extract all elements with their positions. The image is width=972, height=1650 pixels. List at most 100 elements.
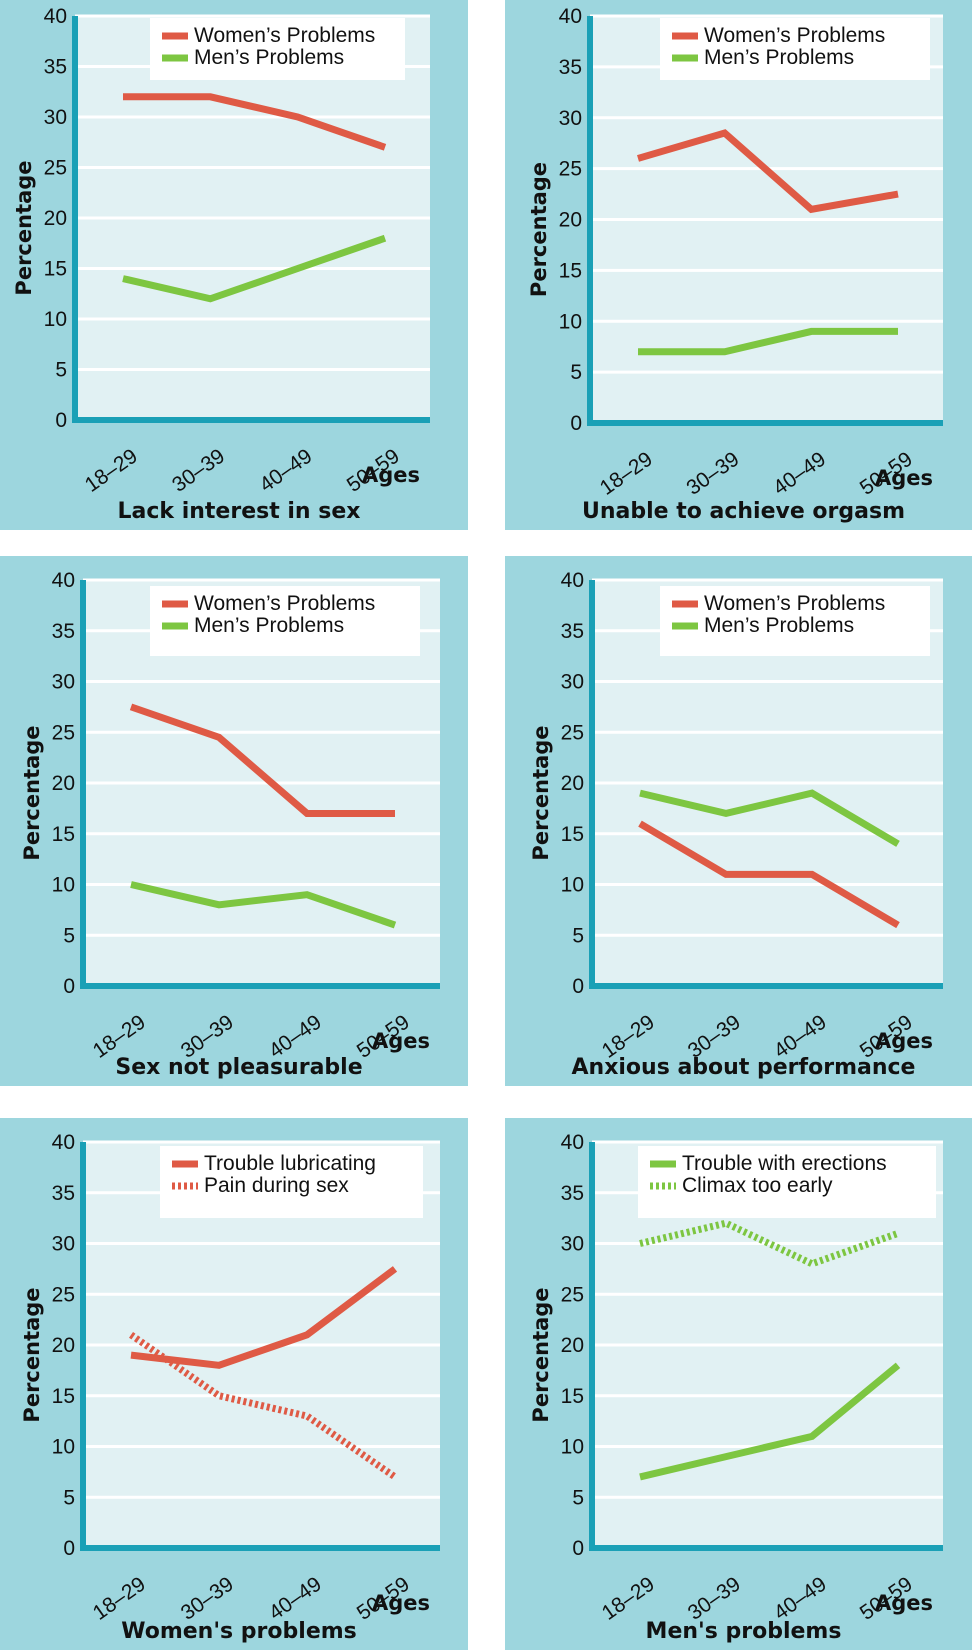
x-axis-label: Ages (875, 1591, 933, 1615)
series-line-1 (129, 703, 395, 817)
legend-box (660, 586, 930, 656)
y-tick-label: 40 (559, 5, 582, 28)
y-tick-label: 15 (44, 258, 67, 281)
legend-label: Men’s Problems (194, 46, 344, 69)
y-tick-label: 30 (561, 1233, 584, 1256)
legend-label: Men’s Problems (704, 46, 854, 69)
series-line-2 (638, 327, 898, 356)
series-line-2 (130, 881, 397, 929)
y-tick-label: 0 (55, 409, 67, 432)
chart-title: Unable to achieve orgasm (582, 499, 905, 524)
y-tick-label: 40 (561, 1131, 584, 1154)
y-tick-label: 15 (52, 1385, 75, 1408)
y-axis-label: Percentage (20, 725, 44, 860)
legend-label: Women’s Problems (704, 592, 885, 615)
y-axis-label: Percentage (529, 1287, 553, 1422)
y-tick-label: 30 (561, 671, 584, 694)
y-tick-label: 20 (561, 772, 584, 795)
legend-label: Men’s Problems (194, 614, 344, 637)
y-tick-label: 35 (561, 620, 584, 643)
y-tick-label: 30 (559, 107, 582, 130)
series-line-1 (639, 1362, 901, 1481)
chart-title: Men's problems (646, 1619, 842, 1644)
y-tick-label: 20 (52, 772, 75, 795)
legend-label: Pain during sex (204, 1174, 349, 1197)
legend-label: Trouble lubricating (204, 1152, 376, 1175)
y-tick-label: 35 (52, 620, 75, 643)
y-tick-label: 10 (561, 1436, 584, 1459)
y-tick-label: 15 (52, 823, 75, 846)
y-tick-label: 30 (52, 1233, 75, 1256)
y-tick-label: 5 (63, 924, 75, 947)
series-line-1 (637, 129, 899, 214)
series-line-2 (639, 1219, 900, 1268)
y-tick-label: 20 (559, 209, 582, 232)
chart-title: Women's problems (121, 1619, 357, 1644)
legend-label: Men’s Problems (704, 614, 854, 637)
series-line-2 (122, 234, 387, 303)
y-tick-label: 10 (52, 874, 75, 897)
y-tick-label: 35 (44, 56, 67, 79)
x-axis-label: Ages (875, 466, 933, 490)
y-tick-label: 15 (561, 1385, 584, 1408)
legend-label: Climax too early (682, 1174, 833, 1197)
y-tick-label: 0 (572, 1537, 584, 1560)
chart-title: Sex not pleasurable (115, 1055, 362, 1080)
chart-title: Lack interest in sex (118, 499, 361, 524)
series-line-1 (638, 820, 900, 929)
y-tick-label: 0 (570, 412, 582, 435)
series-line-1 (130, 1266, 398, 1369)
y-tick-label: 25 (559, 158, 582, 181)
y-tick-label: 5 (572, 1486, 584, 1509)
legend-box (150, 586, 420, 656)
legend-box (660, 18, 930, 80)
series-line-2 (639, 789, 900, 847)
y-tick-label: 30 (52, 671, 75, 694)
series-line-1 (123, 93, 387, 151)
y-axis-label: Percentage (527, 162, 551, 297)
x-axis-label: Ages (372, 1591, 430, 1615)
x-axis-label: Ages (875, 1029, 933, 1053)
y-tick-label: 5 (570, 361, 582, 384)
y-tick-label: 5 (55, 359, 67, 382)
x-axis-label: Ages (372, 1029, 430, 1053)
chart-title: Anxious about performance (572, 1055, 916, 1080)
legend-box (150, 18, 405, 80)
y-tick-label: 30 (44, 106, 67, 129)
y-tick-label: 20 (52, 1334, 75, 1357)
y-axis-label: Percentage (20, 1287, 44, 1422)
y-tick-label: 25 (52, 721, 75, 744)
legend-box (638, 1146, 936, 1218)
y-tick-label: 0 (572, 975, 584, 998)
y-tick-label: 15 (561, 823, 584, 846)
series-line-2 (129, 1331, 397, 1480)
y-tick-label: 0 (63, 1537, 75, 1560)
legend-label: Women’s Problems (704, 24, 885, 47)
y-tick-label: 25 (44, 157, 67, 180)
y-tick-label: 35 (52, 1182, 75, 1205)
y-tick-label: 25 (561, 1283, 584, 1306)
y-tick-label: 25 (561, 721, 584, 744)
y-tick-label: 0 (63, 975, 75, 998)
y-tick-label: 40 (52, 1131, 75, 1154)
y-tick-label: 20 (44, 207, 67, 230)
y-tick-label: 40 (52, 569, 75, 592)
legend-box (160, 1146, 423, 1218)
y-axis-label: Percentage (12, 160, 36, 295)
y-tick-label: 40 (44, 5, 67, 28)
y-axis-label: Percentage (529, 725, 553, 860)
legend-label: Women’s Problems (194, 24, 375, 47)
y-tick-label: 10 (52, 1436, 75, 1459)
y-tick-label: 35 (561, 1182, 584, 1205)
y-tick-label: 10 (561, 874, 584, 897)
y-tick-label: 5 (63, 1486, 75, 1509)
legend-label: Trouble with erections (682, 1152, 887, 1175)
y-tick-label: 35 (559, 56, 582, 79)
y-tick-label: 15 (559, 259, 582, 282)
